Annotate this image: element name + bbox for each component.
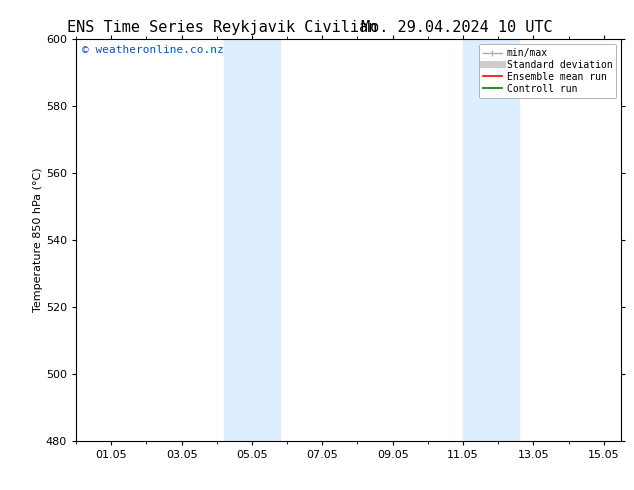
Bar xyxy=(224,39,280,441)
Legend: min/max, Standard deviation, Ensemble mean run, Controll run: min/max, Standard deviation, Ensemble me… xyxy=(479,44,616,98)
Text: Mo. 29.04.2024 10 UTC: Mo. 29.04.2024 10 UTC xyxy=(361,20,552,35)
Bar xyxy=(463,39,519,441)
Text: ENS Time Series Reykjavik Civilian: ENS Time Series Reykjavik Civilian xyxy=(67,20,377,35)
Y-axis label: Temperature 850 hPa (°C): Temperature 850 hPa (°C) xyxy=(33,168,43,313)
Text: © weatheronline.co.nz: © weatheronline.co.nz xyxy=(82,45,223,55)
